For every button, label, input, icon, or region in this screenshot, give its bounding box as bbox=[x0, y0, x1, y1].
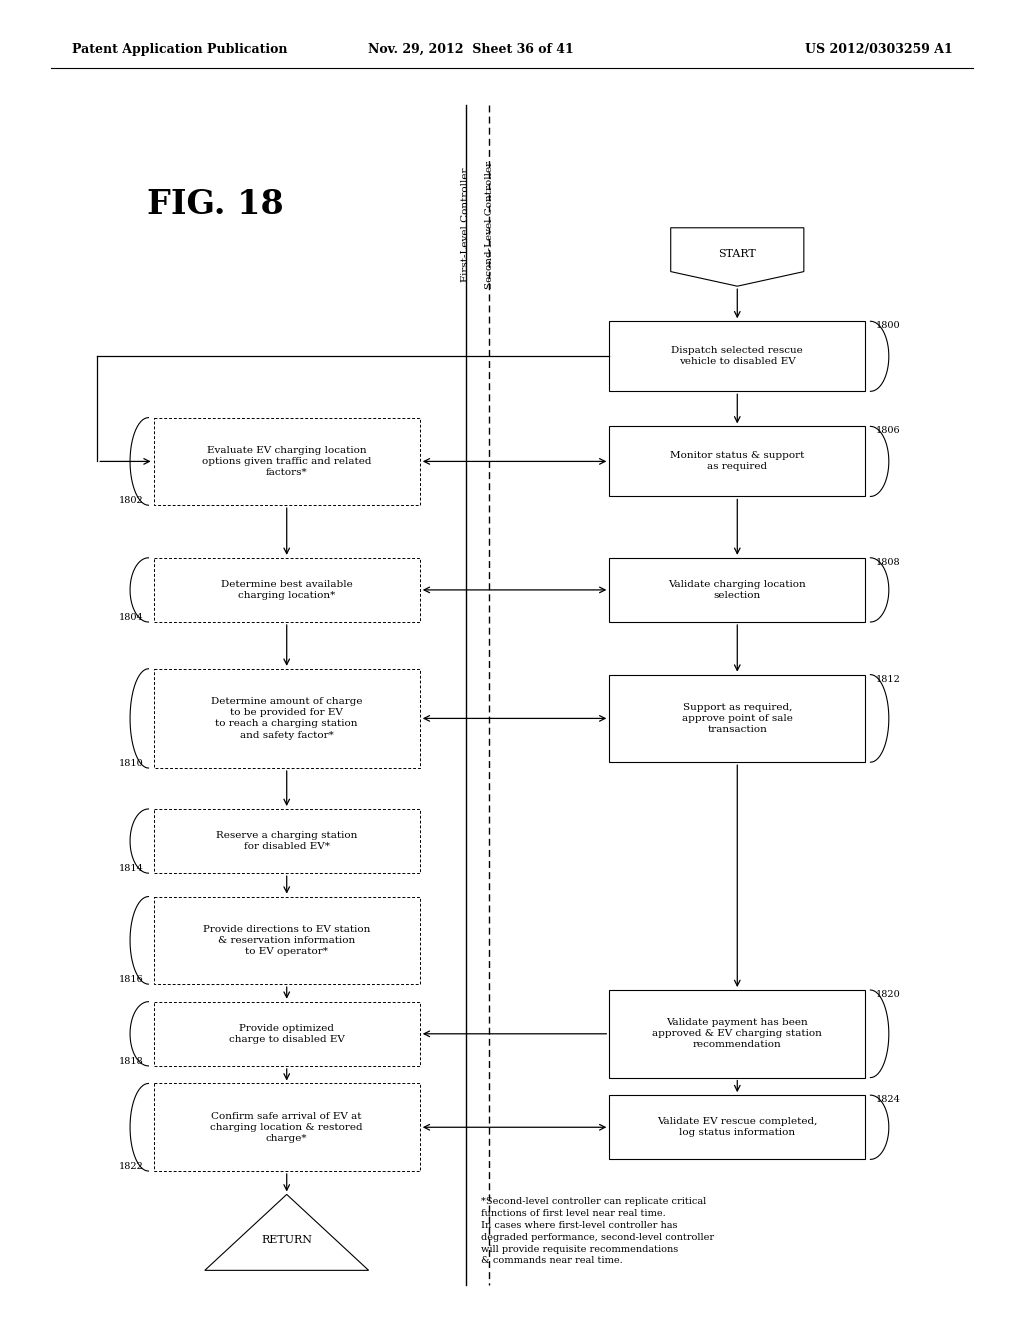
Text: 1818: 1818 bbox=[119, 1057, 143, 1067]
FancyBboxPatch shape bbox=[609, 321, 865, 391]
FancyBboxPatch shape bbox=[154, 809, 420, 874]
FancyBboxPatch shape bbox=[609, 675, 865, 762]
Text: Provide optimized
charge to disabled EV: Provide optimized charge to disabled EV bbox=[228, 1024, 345, 1044]
Polygon shape bbox=[671, 228, 804, 286]
Text: Determine amount of charge
to be provided for EV
to reach a charging station
and: Determine amount of charge to be provide… bbox=[211, 697, 362, 739]
Text: Second-Level Controller: Second-Level Controller bbox=[485, 161, 494, 289]
FancyBboxPatch shape bbox=[154, 417, 420, 506]
Text: Dispatch selected rescue
vehicle to disabled EV: Dispatch selected rescue vehicle to disa… bbox=[672, 346, 803, 367]
Text: Nov. 29, 2012  Sheet 36 of 41: Nov. 29, 2012 Sheet 36 of 41 bbox=[369, 42, 573, 55]
Text: Confirm safe arrival of EV at
charging location & restored
charge*: Confirm safe arrival of EV at charging l… bbox=[210, 1111, 364, 1143]
FancyBboxPatch shape bbox=[609, 1096, 865, 1159]
FancyBboxPatch shape bbox=[609, 990, 865, 1077]
Text: RETURN: RETURN bbox=[261, 1236, 312, 1245]
Text: 1806: 1806 bbox=[876, 426, 900, 436]
FancyBboxPatch shape bbox=[609, 558, 865, 622]
Text: START: START bbox=[719, 249, 756, 259]
Text: Support as required,
approve point of sale
transaction: Support as required, approve point of sa… bbox=[682, 702, 793, 734]
Text: 1800: 1800 bbox=[876, 321, 900, 330]
FancyBboxPatch shape bbox=[154, 558, 420, 622]
Text: Validate payment has been
approved & EV charging station
recommendation: Validate payment has been approved & EV … bbox=[652, 1018, 822, 1049]
Text: 1824: 1824 bbox=[876, 1096, 900, 1104]
FancyBboxPatch shape bbox=[154, 1084, 420, 1171]
Text: Validate EV rescue completed,
log status information: Validate EV rescue completed, log status… bbox=[657, 1117, 817, 1138]
FancyBboxPatch shape bbox=[154, 669, 420, 768]
Text: 1804: 1804 bbox=[119, 612, 143, 622]
FancyBboxPatch shape bbox=[154, 896, 420, 985]
Text: Determine best available
charging location*: Determine best available charging locati… bbox=[221, 579, 352, 601]
Text: 1816: 1816 bbox=[119, 975, 143, 985]
Text: Provide directions to EV station
& reservation information
to EV operator*: Provide directions to EV station & reser… bbox=[203, 925, 371, 956]
Text: 1822: 1822 bbox=[119, 1162, 143, 1171]
Text: 1814: 1814 bbox=[119, 865, 143, 874]
FancyBboxPatch shape bbox=[154, 1002, 420, 1067]
Text: Validate charging location
selection: Validate charging location selection bbox=[669, 579, 806, 601]
Text: 1812: 1812 bbox=[876, 675, 900, 684]
Text: US 2012/0303259 A1: US 2012/0303259 A1 bbox=[805, 42, 952, 55]
Polygon shape bbox=[205, 1195, 369, 1270]
Text: First-Level Controller: First-Level Controller bbox=[462, 168, 470, 282]
Text: Patent Application Publication: Patent Application Publication bbox=[72, 42, 287, 55]
Text: 1810: 1810 bbox=[119, 759, 143, 768]
Text: Evaluate EV charging location
options given traffic and related
factors*: Evaluate EV charging location options gi… bbox=[202, 446, 372, 477]
Text: Monitor status & support
as required: Monitor status & support as required bbox=[670, 451, 805, 471]
Text: *Second-level controller can replicate critical
functions of first level near re: *Second-level controller can replicate c… bbox=[481, 1197, 715, 1266]
Text: Reserve a charging station
for disabled EV*: Reserve a charging station for disabled … bbox=[216, 832, 357, 851]
Text: FIG. 18: FIG. 18 bbox=[146, 187, 284, 220]
Text: 1802: 1802 bbox=[119, 496, 143, 506]
Text: 1820: 1820 bbox=[876, 990, 900, 999]
Text: 1808: 1808 bbox=[876, 558, 900, 566]
FancyBboxPatch shape bbox=[609, 426, 865, 496]
